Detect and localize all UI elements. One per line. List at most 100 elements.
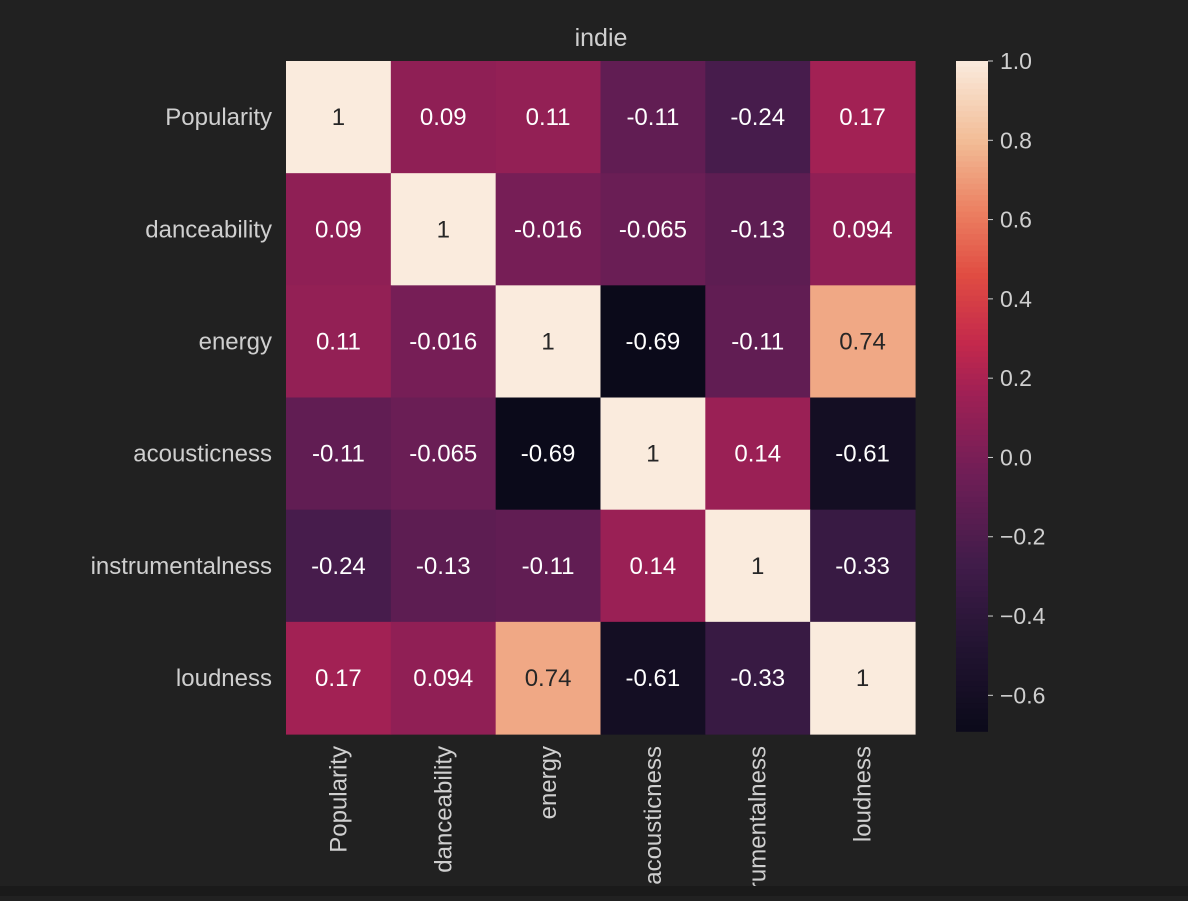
colorbar-tick-label: −0.4 xyxy=(1000,603,1046,629)
colorbar-segment xyxy=(956,345,988,353)
cell-annotation-1-5: 0.094 xyxy=(833,216,893,243)
cell-annotation-1-2: -0.016 xyxy=(514,216,582,243)
cell-annotation-5-3: -0.61 xyxy=(626,665,681,692)
colorbar-segment xyxy=(956,105,988,113)
cell-annotation-5-0: 0.17 xyxy=(315,665,362,692)
colorbar-segment xyxy=(956,390,988,397)
colorbar-segment xyxy=(956,624,988,632)
colorbar-segment xyxy=(956,262,988,269)
heatmap-cell-3-0 xyxy=(286,397,392,511)
colorbar-segment xyxy=(956,524,988,531)
colorbar-segment xyxy=(956,658,988,665)
colorbar-segment xyxy=(956,569,988,576)
colorbar-segment xyxy=(956,167,988,174)
heatmap-cell-3-2 xyxy=(495,397,602,511)
colorbar-segment xyxy=(956,273,988,280)
colorbar-segment xyxy=(956,66,988,73)
heatmap-cell-5-2 xyxy=(495,621,602,735)
cell-annotation-2-2: 1 xyxy=(541,328,554,355)
colorbar-segment xyxy=(956,502,988,509)
row-label-danceability: danceability xyxy=(145,216,272,243)
colorbar-segment xyxy=(956,407,988,414)
colorbar-segment xyxy=(956,116,988,124)
colorbar-segment xyxy=(956,563,988,570)
cell-annotation-2-3: -0.69 xyxy=(626,328,681,355)
heatmap-cell-1-0 xyxy=(286,173,392,286)
colorbar-segment xyxy=(956,652,988,660)
colorbar-segment xyxy=(956,379,988,386)
colorbar-tick-label: −0.2 xyxy=(1000,524,1045,550)
colorbar-segment xyxy=(956,647,988,654)
cell-annotation-3-3: 1 xyxy=(646,441,659,468)
heatmap-cell-5-4 xyxy=(705,621,811,735)
heatmap-cell-1-2 xyxy=(495,173,602,286)
row-label-energy: energy xyxy=(199,328,272,355)
colorbar-segment xyxy=(956,546,988,554)
colorbar-tick-label: 1.0 xyxy=(1000,48,1032,74)
colorbar-segment xyxy=(956,591,988,598)
cell-annotation-4-5: -0.33 xyxy=(835,553,890,580)
colorbar-segment xyxy=(956,496,988,503)
heatmap-cell-3-4 xyxy=(705,397,811,511)
cell-annotation-2-4: -0.11 xyxy=(731,328,784,355)
cell-annotation-4-2: -0.11 xyxy=(522,553,575,580)
heatmap-cell-0-0 xyxy=(286,61,392,174)
heatmap-cell-4-4 xyxy=(705,509,811,623)
colorbar-segment xyxy=(956,714,988,721)
colorbar-segment xyxy=(956,239,988,247)
heatmap-cell-0-4 xyxy=(705,61,811,174)
colorbar-segment xyxy=(956,396,988,403)
heatmap-cell-5-0 xyxy=(286,621,392,735)
colorbar-segment xyxy=(956,423,988,431)
cell-annotation-2-5: 0.74 xyxy=(839,328,886,355)
cell-annotation-3-1: -0.065 xyxy=(409,441,477,468)
colorbar-segment xyxy=(956,513,988,520)
colorbar-segment xyxy=(956,457,988,464)
colorbar-segment xyxy=(956,669,988,676)
colorbar-segment xyxy=(956,245,988,252)
cell-annotation-3-4: 0.14 xyxy=(734,441,781,468)
colorbar-tick-label: 0.6 xyxy=(1000,207,1032,233)
heatmap-cell-3-1 xyxy=(390,397,497,511)
colorbar-tick-label: 0.8 xyxy=(1000,127,1032,153)
colorbar-segment xyxy=(956,301,988,308)
colorbar-segment xyxy=(956,708,988,716)
colorbar-segment xyxy=(956,356,988,364)
heatmap-cell-2-2 xyxy=(495,285,602,399)
cell-annotation-0-0: 1 xyxy=(332,104,345,131)
colorbar-segment xyxy=(956,278,988,286)
column-label-danceability: danceability xyxy=(430,746,457,873)
cell-annotation-2-0: 0.11 xyxy=(316,328,361,355)
row-label-loudness: loudness xyxy=(176,665,272,692)
colorbar-segment xyxy=(956,535,988,542)
colorbar-segment xyxy=(956,329,988,336)
cell-annotation-5-4: -0.33 xyxy=(730,665,785,692)
cell-annotation-4-4: 1 xyxy=(751,553,764,580)
colorbar-segment xyxy=(956,144,988,152)
heatmap-cell-0-1 xyxy=(390,61,497,174)
cell-annotation-1-3: -0.065 xyxy=(619,216,687,243)
colorbar-segment xyxy=(956,139,988,146)
cell-annotation-0-3: -0.11 xyxy=(626,104,679,131)
heatmap-cell-1-1 xyxy=(390,173,497,286)
colorbar-segment xyxy=(956,362,988,369)
colorbar-segment xyxy=(956,200,988,207)
colorbar-tick-label: 0.2 xyxy=(1000,365,1032,391)
heatmap-cell-0-3 xyxy=(600,61,706,174)
colorbar-segment xyxy=(956,602,988,609)
heatmap-cell-4-1 xyxy=(390,509,497,623)
row-labels: Popularity danceability energy acousticness… xyxy=(91,104,272,692)
colorbar-segment xyxy=(956,211,988,219)
colorbar-segment xyxy=(956,697,988,704)
colorbar-segment xyxy=(956,641,988,649)
colorbar-segment xyxy=(956,675,988,682)
colorbar-segment xyxy=(956,580,988,587)
heatmap-cell-2-4 xyxy=(705,285,811,399)
heatmap-cell-2-5 xyxy=(810,285,916,399)
column-label-energy: energy xyxy=(535,746,562,819)
colorbar-segment xyxy=(956,507,988,515)
heatmap-cell-2-3 xyxy=(600,285,706,399)
colorbar-segment xyxy=(956,250,988,258)
